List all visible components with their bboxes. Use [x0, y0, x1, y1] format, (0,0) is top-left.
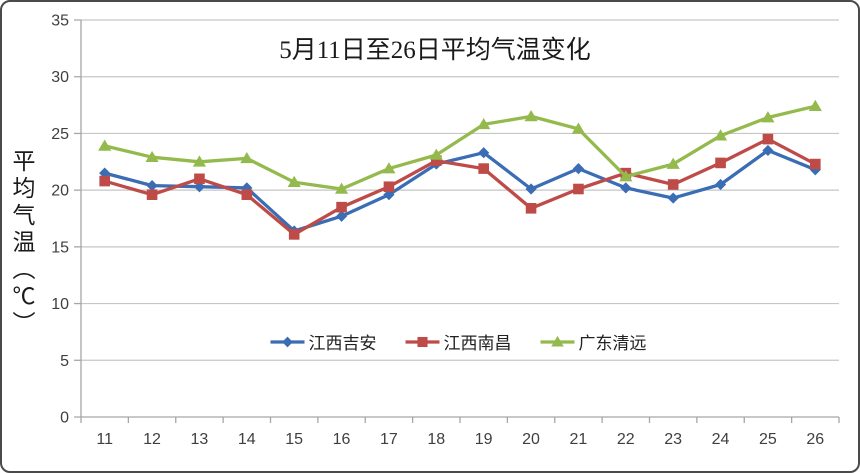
x-tick-label: 22 — [617, 431, 635, 448]
x-tick-label: 14 — [238, 431, 256, 448]
square-marker — [525, 202, 537, 214]
triangle-marker — [808, 99, 822, 112]
triangle-marker — [429, 148, 443, 160]
triangle-marker-icon — [540, 334, 576, 350]
triangle-marker — [551, 335, 564, 347]
legend-label: 广东清远 — [578, 334, 647, 353]
triangle-marker — [98, 139, 112, 151]
square-marker — [99, 175, 110, 187]
square-marker — [417, 336, 428, 347]
y-tick-label: 35 — [51, 13, 69, 30]
square-marker — [431, 155, 442, 166]
diamond-marker — [714, 178, 727, 191]
square-marker — [336, 201, 347, 213]
y-tick-label: 20 — [51, 183, 69, 200]
y-tick-label: 0 — [60, 410, 69, 427]
legend-item-jiangxi-jian: 江西吉安 — [270, 329, 377, 354]
diamond-marker — [572, 162, 585, 175]
x-tick-label: 24 — [712, 431, 730, 448]
triangle-marker — [382, 162, 396, 174]
triangle-marker — [240, 151, 254, 164]
x-tick-label: 26 — [806, 431, 824, 448]
y-tick-label: 30 — [51, 69, 69, 86]
x-tick-label: 15 — [285, 431, 303, 448]
y-axis-title: 平均气温（℃） — [9, 149, 34, 338]
triangle-marker — [477, 117, 491, 130]
diamond-marker — [667, 192, 679, 204]
x-tick-label: 25 — [759, 431, 777, 448]
legend: 江西吉安 江西南昌 广东清远 — [270, 329, 647, 354]
triangle-marker — [524, 110, 538, 122]
y-tick-label: 5 — [60, 353, 69, 370]
square-marker — [810, 158, 821, 170]
diamond-marker — [762, 144, 774, 157]
x-tick-label: 23 — [664, 431, 682, 448]
x-tick-label: 20 — [522, 431, 540, 448]
diamond-marker-icon — [270, 334, 306, 350]
legend-item-guangdong-qingyuan: 广东清远 — [540, 329, 647, 354]
legend-item-jiangxi-nanchang: 江西南昌 — [405, 329, 512, 354]
triangle-marker — [192, 155, 207, 167]
diamond-marker — [478, 147, 490, 159]
y-tick-label: 15 — [51, 239, 69, 256]
triangle-marker — [619, 170, 633, 182]
square-marker — [146, 189, 158, 200]
square-marker — [383, 181, 395, 193]
x-tick-label: 13 — [191, 431, 209, 448]
y-tick-label: 25 — [51, 126, 69, 143]
series-line — [103, 104, 817, 191]
square-marker — [762, 133, 774, 145]
chart-title: 5月11日至26日平均气温变化 — [279, 37, 591, 64]
triangle-marker — [334, 182, 349, 194]
x-tick-label: 21 — [570, 431, 588, 448]
square-marker-icon — [405, 334, 441, 350]
diamond-marker — [282, 336, 293, 347]
legend-label: 江西南昌 — [443, 334, 512, 353]
square-marker — [288, 229, 300, 240]
x-tick-label: 16 — [333, 431, 351, 448]
triangle-marker — [145, 150, 159, 163]
diamond-marker — [335, 210, 348, 222]
triangle-marker — [571, 122, 586, 134]
square-marker — [573, 183, 584, 195]
square-marker — [715, 157, 726, 169]
triangle-marker — [666, 157, 680, 169]
diamond-marker — [99, 167, 111, 179]
x-tick-label: 19 — [475, 431, 493, 448]
triangle-marker — [761, 111, 775, 123]
square-marker — [667, 179, 679, 190]
x-tick-label: 18 — [427, 431, 445, 448]
y-tick-label: 10 — [51, 296, 69, 313]
triangle-marker — [713, 129, 728, 141]
diamond-marker — [146, 180, 158, 192]
square-marker — [478, 163, 489, 174]
legend-label: 江西吉安 — [308, 334, 377, 353]
square-marker — [194, 173, 205, 185]
x-tick-label: 11 — [96, 431, 113, 448]
series-line — [103, 137, 817, 237]
square-marker — [241, 189, 253, 200]
diamond-marker — [525, 183, 537, 195]
triangle-marker — [287, 175, 301, 188]
x-tick-label: 17 — [380, 431, 398, 448]
diamond-marker — [620, 182, 632, 194]
x-tick-label: 12 — [143, 431, 161, 448]
